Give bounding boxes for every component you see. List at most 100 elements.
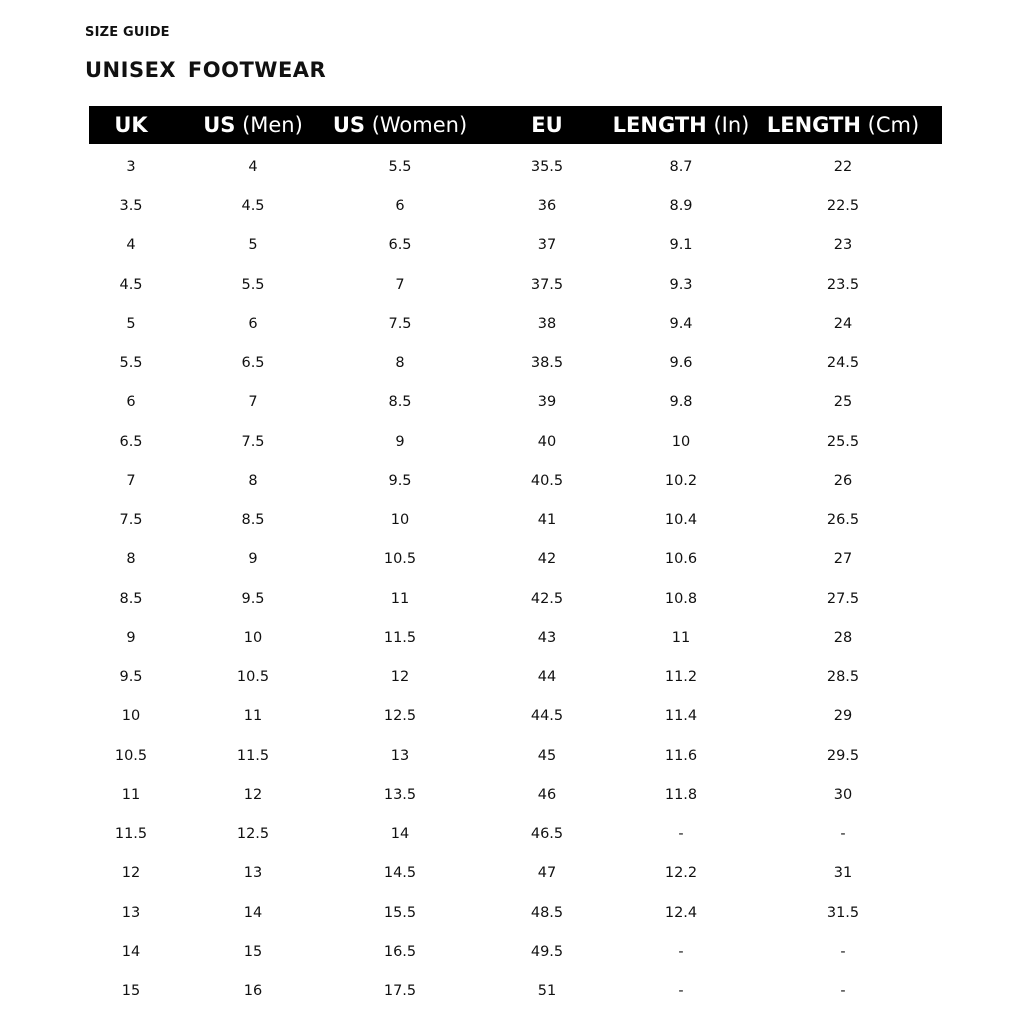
cell-length-cm: 26 — [833, 472, 853, 489]
cell-us-women: 6.5 — [388, 237, 412, 254]
cell-us-men: 6.5 — [241, 355, 265, 372]
cell-us-men: 7.5 — [241, 433, 265, 450]
cell-us-men: 8 — [248, 472, 258, 489]
cell-us-men: 9 — [248, 551, 258, 568]
cell-us-men: 13 — [243, 865, 263, 882]
cell-eu: 42.5 — [530, 590, 564, 607]
column-header-length-in: LENGTH (In) — [613, 106, 750, 144]
cell-length-in: - — [678, 826, 684, 843]
cell-eu: 35.5 — [530, 159, 564, 175]
cell-length-cm: 23 — [833, 237, 853, 254]
cell-us-men: 16 — [243, 983, 263, 999]
cell-us-men: 6 — [248, 315, 258, 332]
cell-length-in: 10.8 — [664, 590, 698, 607]
cell-uk: 7 — [126, 472, 136, 489]
cell-us-men: 5 — [248, 237, 258, 254]
cell-uk: 9 — [126, 629, 136, 646]
cell-eu: 51 — [537, 983, 557, 999]
column-header-name: US — [203, 113, 236, 137]
table-row: 14 15 16.5 49.5 - - — [0, 942, 1024, 962]
cell-us-men: 15 — [243, 943, 263, 960]
cell-us-women: 17.5 — [383, 983, 417, 999]
cell-us-women: 6 — [395, 198, 405, 215]
cell-us-men: 5.5 — [241, 276, 265, 293]
cell-length-in: - — [678, 943, 684, 960]
column-header-name: EU — [531, 113, 563, 137]
cell-length-cm: 30 — [833, 786, 853, 803]
table-row: 11.5 12.5 14 46.5 - - — [0, 824, 1024, 844]
cell-us-women: 16.5 — [383, 943, 417, 960]
cell-length-cm: 22 — [833, 159, 853, 175]
table-row: 7.5 8.5 10 41 10.4 26.5 — [0, 510, 1024, 530]
cell-length-in: 9.6 — [669, 355, 693, 372]
table-header: UK US (Men) US (Women) EU LENGTH (In) LENGTH … — [89, 106, 942, 144]
column-header-unit: (Men) — [242, 113, 303, 137]
cell-length-in: 11 — [671, 629, 691, 646]
column-header-name: UK — [114, 113, 148, 137]
cell-uk: 3 — [126, 159, 136, 175]
cell-us-men: 11 — [243, 708, 263, 725]
cell-us-men: 12.5 — [236, 826, 270, 843]
cell-length-in: 11.6 — [664, 747, 698, 764]
cell-length-in: 11.2 — [664, 669, 698, 686]
column-header-unit: (In) — [713, 113, 750, 137]
cell-length-cm: 31 — [833, 865, 853, 882]
table-row: 8.5 9.5 11 42.5 10.8 27.5 — [0, 589, 1024, 609]
cell-eu: 43 — [537, 629, 557, 646]
table-row: 10.5 11.5 13 45 11.6 29.5 — [0, 746, 1024, 766]
cell-length-in: 8.9 — [669, 198, 693, 215]
table-row: 3 4 5.5 35.5 8.7 22 — [0, 157, 1024, 177]
size-guide-label: SIZE GUIDE — [85, 25, 170, 40]
cell-eu: 49.5 — [530, 943, 564, 960]
table-row: 9 10 11.5 43 11 28 — [0, 628, 1024, 648]
cell-eu: 40 — [537, 433, 557, 450]
table-row: 6.5 7.5 9 40 10 25.5 — [0, 432, 1024, 452]
cell-us-men: 7 — [248, 394, 258, 411]
cell-length-in: 8.7 — [669, 159, 693, 175]
table-row: 6 7 8.5 39 9.8 25 — [0, 392, 1024, 412]
cell-length-in: 12.2 — [664, 865, 698, 882]
cell-length-cm: 25 — [833, 394, 853, 411]
cell-us-men: 12 — [243, 786, 263, 803]
cell-length-cm: 28.5 — [826, 669, 860, 686]
cell-eu: 46.5 — [530, 826, 564, 843]
cell-us-women: 11 — [390, 590, 410, 607]
cell-us-men: 14 — [243, 904, 263, 921]
cell-us-men: 4 — [248, 159, 258, 175]
cell-us-women: 11.5 — [383, 629, 417, 646]
cell-uk: 11.5 — [114, 826, 148, 843]
cell-us-women: 7.5 — [388, 315, 412, 332]
column-header-uk: UK — [114, 106, 147, 144]
cell-length-in: 9.4 — [669, 315, 693, 332]
cell-us-women: 8.5 — [388, 394, 412, 411]
cell-us-men: 10 — [243, 629, 263, 646]
table-row: 4.5 5.5 7 37.5 9.3 23.5 — [0, 275, 1024, 295]
cell-us-women: 13.5 — [383, 786, 417, 803]
cell-eu: 38 — [537, 315, 557, 332]
cell-length-cm: 24 — [833, 315, 853, 332]
column-header-name: US — [332, 113, 366, 137]
table-row: 5.5 6.5 8 38.5 9.6 24.5 — [0, 353, 1024, 373]
table-row: 13 14 15.5 48.5 12.4 31.5 — [0, 903, 1024, 923]
column-header-unit: (Women) — [371, 113, 468, 137]
cell-length-cm: 29 — [833, 708, 853, 725]
cell-eu: 44.5 — [530, 708, 564, 725]
cell-length-cm: 25.5 — [826, 433, 860, 450]
table-row: 12 13 14.5 47 12.2 31 — [0, 863, 1024, 883]
cell-uk: 15 — [121, 983, 141, 999]
cell-uk: 13 — [121, 904, 141, 921]
cell-us-women: 12.5 — [383, 708, 417, 725]
cell-us-women: 8 — [395, 355, 405, 372]
cell-eu: 37.5 — [530, 276, 564, 293]
cell-length-cm: 28 — [833, 629, 853, 646]
cell-us-women: 7 — [395, 276, 405, 293]
cell-uk: 4 — [126, 237, 136, 254]
cell-length-in: 9.3 — [669, 276, 693, 293]
cell-uk: 7.5 — [119, 512, 143, 529]
cell-eu: 37 — [537, 237, 557, 254]
cell-length-in: 9.1 — [669, 237, 693, 254]
table-row: 15 16 17.5 51 - - — [0, 981, 1024, 1001]
cell-length-in: 9.8 — [669, 394, 693, 411]
cell-length-cm: - — [840, 943, 846, 960]
cell-length-cm: 27 — [833, 551, 853, 568]
